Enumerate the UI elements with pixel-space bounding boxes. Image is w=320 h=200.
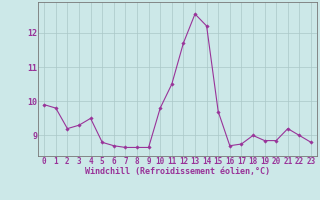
X-axis label: Windchill (Refroidissement éolien,°C): Windchill (Refroidissement éolien,°C): [85, 167, 270, 176]
